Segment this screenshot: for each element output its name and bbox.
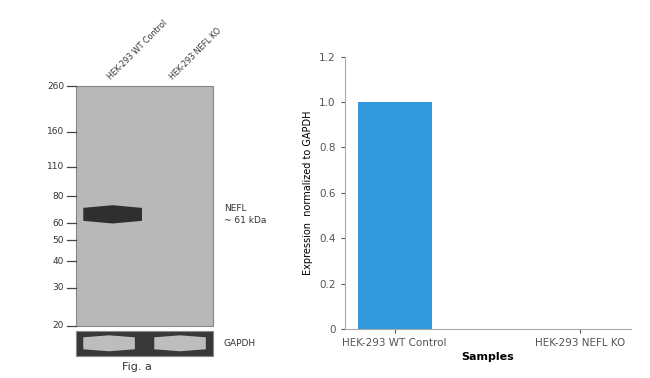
Text: 20: 20: [53, 321, 64, 330]
Text: 160: 160: [47, 127, 64, 136]
Text: 40: 40: [53, 257, 64, 266]
Text: Fig. a: Fig. a: [122, 363, 151, 372]
Y-axis label: Expression  normalized to GAPDH: Expression normalized to GAPDH: [304, 110, 313, 275]
Polygon shape: [83, 205, 142, 223]
Text: 110: 110: [47, 162, 64, 171]
Text: HEK-293 WT Control: HEK-293 WT Control: [105, 18, 168, 81]
Bar: [77, 331, 213, 356]
Text: 50: 50: [53, 236, 64, 245]
Text: 80: 80: [53, 192, 64, 201]
X-axis label: Samples: Samples: [461, 352, 514, 362]
Polygon shape: [154, 335, 206, 351]
Text: NEFL
~ 61 kDa: NEFL ~ 61 kDa: [224, 204, 266, 225]
Text: 60: 60: [53, 219, 64, 228]
Bar: [77, 86, 213, 326]
Text: GAPDH: GAPDH: [224, 339, 256, 348]
Text: 30: 30: [53, 284, 64, 293]
Text: 260: 260: [47, 82, 64, 91]
Polygon shape: [83, 335, 135, 351]
Bar: [358, 102, 432, 329]
Text: HEK-293 NEFL KO: HEK-293 NEFL KO: [168, 26, 224, 81]
